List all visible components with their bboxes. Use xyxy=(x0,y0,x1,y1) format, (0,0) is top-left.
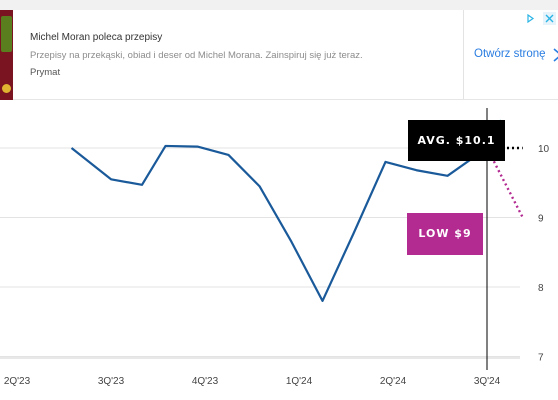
x-tick-label: 2Q'23 xyxy=(4,376,31,387)
thumbnail-dot xyxy=(2,84,11,93)
open-page-button[interactable]: Otwórz stronę xyxy=(474,48,546,60)
x-tick-label: 1Q'24 xyxy=(286,376,313,387)
x-tick-label: 2Q'24 xyxy=(380,376,407,387)
y-tick-label: 10 xyxy=(538,144,550,155)
thumbnail-leaf xyxy=(1,16,12,52)
x-tick-label: 4Q'23 xyxy=(192,376,219,387)
avg-price-tag: AVG. $10.1 xyxy=(408,120,505,161)
x-tick-label: 3Q'23 xyxy=(98,376,125,387)
ad-thumbnail[interactable] xyxy=(0,10,13,100)
x-tick-label: 3Q'24 xyxy=(474,376,501,387)
ad-description: Przepisy na przekąski, obiad i deser od … xyxy=(30,50,363,61)
ad-title[interactable]: Michel Moran poleca przepisy xyxy=(30,32,162,43)
ad-banner[interactable]: Michel Moran poleca przepisy Przepisy na… xyxy=(0,10,558,100)
adchoices-icon[interactable] xyxy=(525,12,556,25)
y-tick-label: 8 xyxy=(538,283,544,294)
chevron-right-icon[interactable] xyxy=(551,48,558,62)
y-tick-label: 7 xyxy=(538,353,544,364)
ad-divider xyxy=(463,10,464,99)
y-tick-label: 9 xyxy=(538,214,544,225)
top-strip xyxy=(0,0,558,10)
low-price-tag: LOW $9 xyxy=(407,213,483,255)
ad-brand: Prymat xyxy=(30,67,60,78)
